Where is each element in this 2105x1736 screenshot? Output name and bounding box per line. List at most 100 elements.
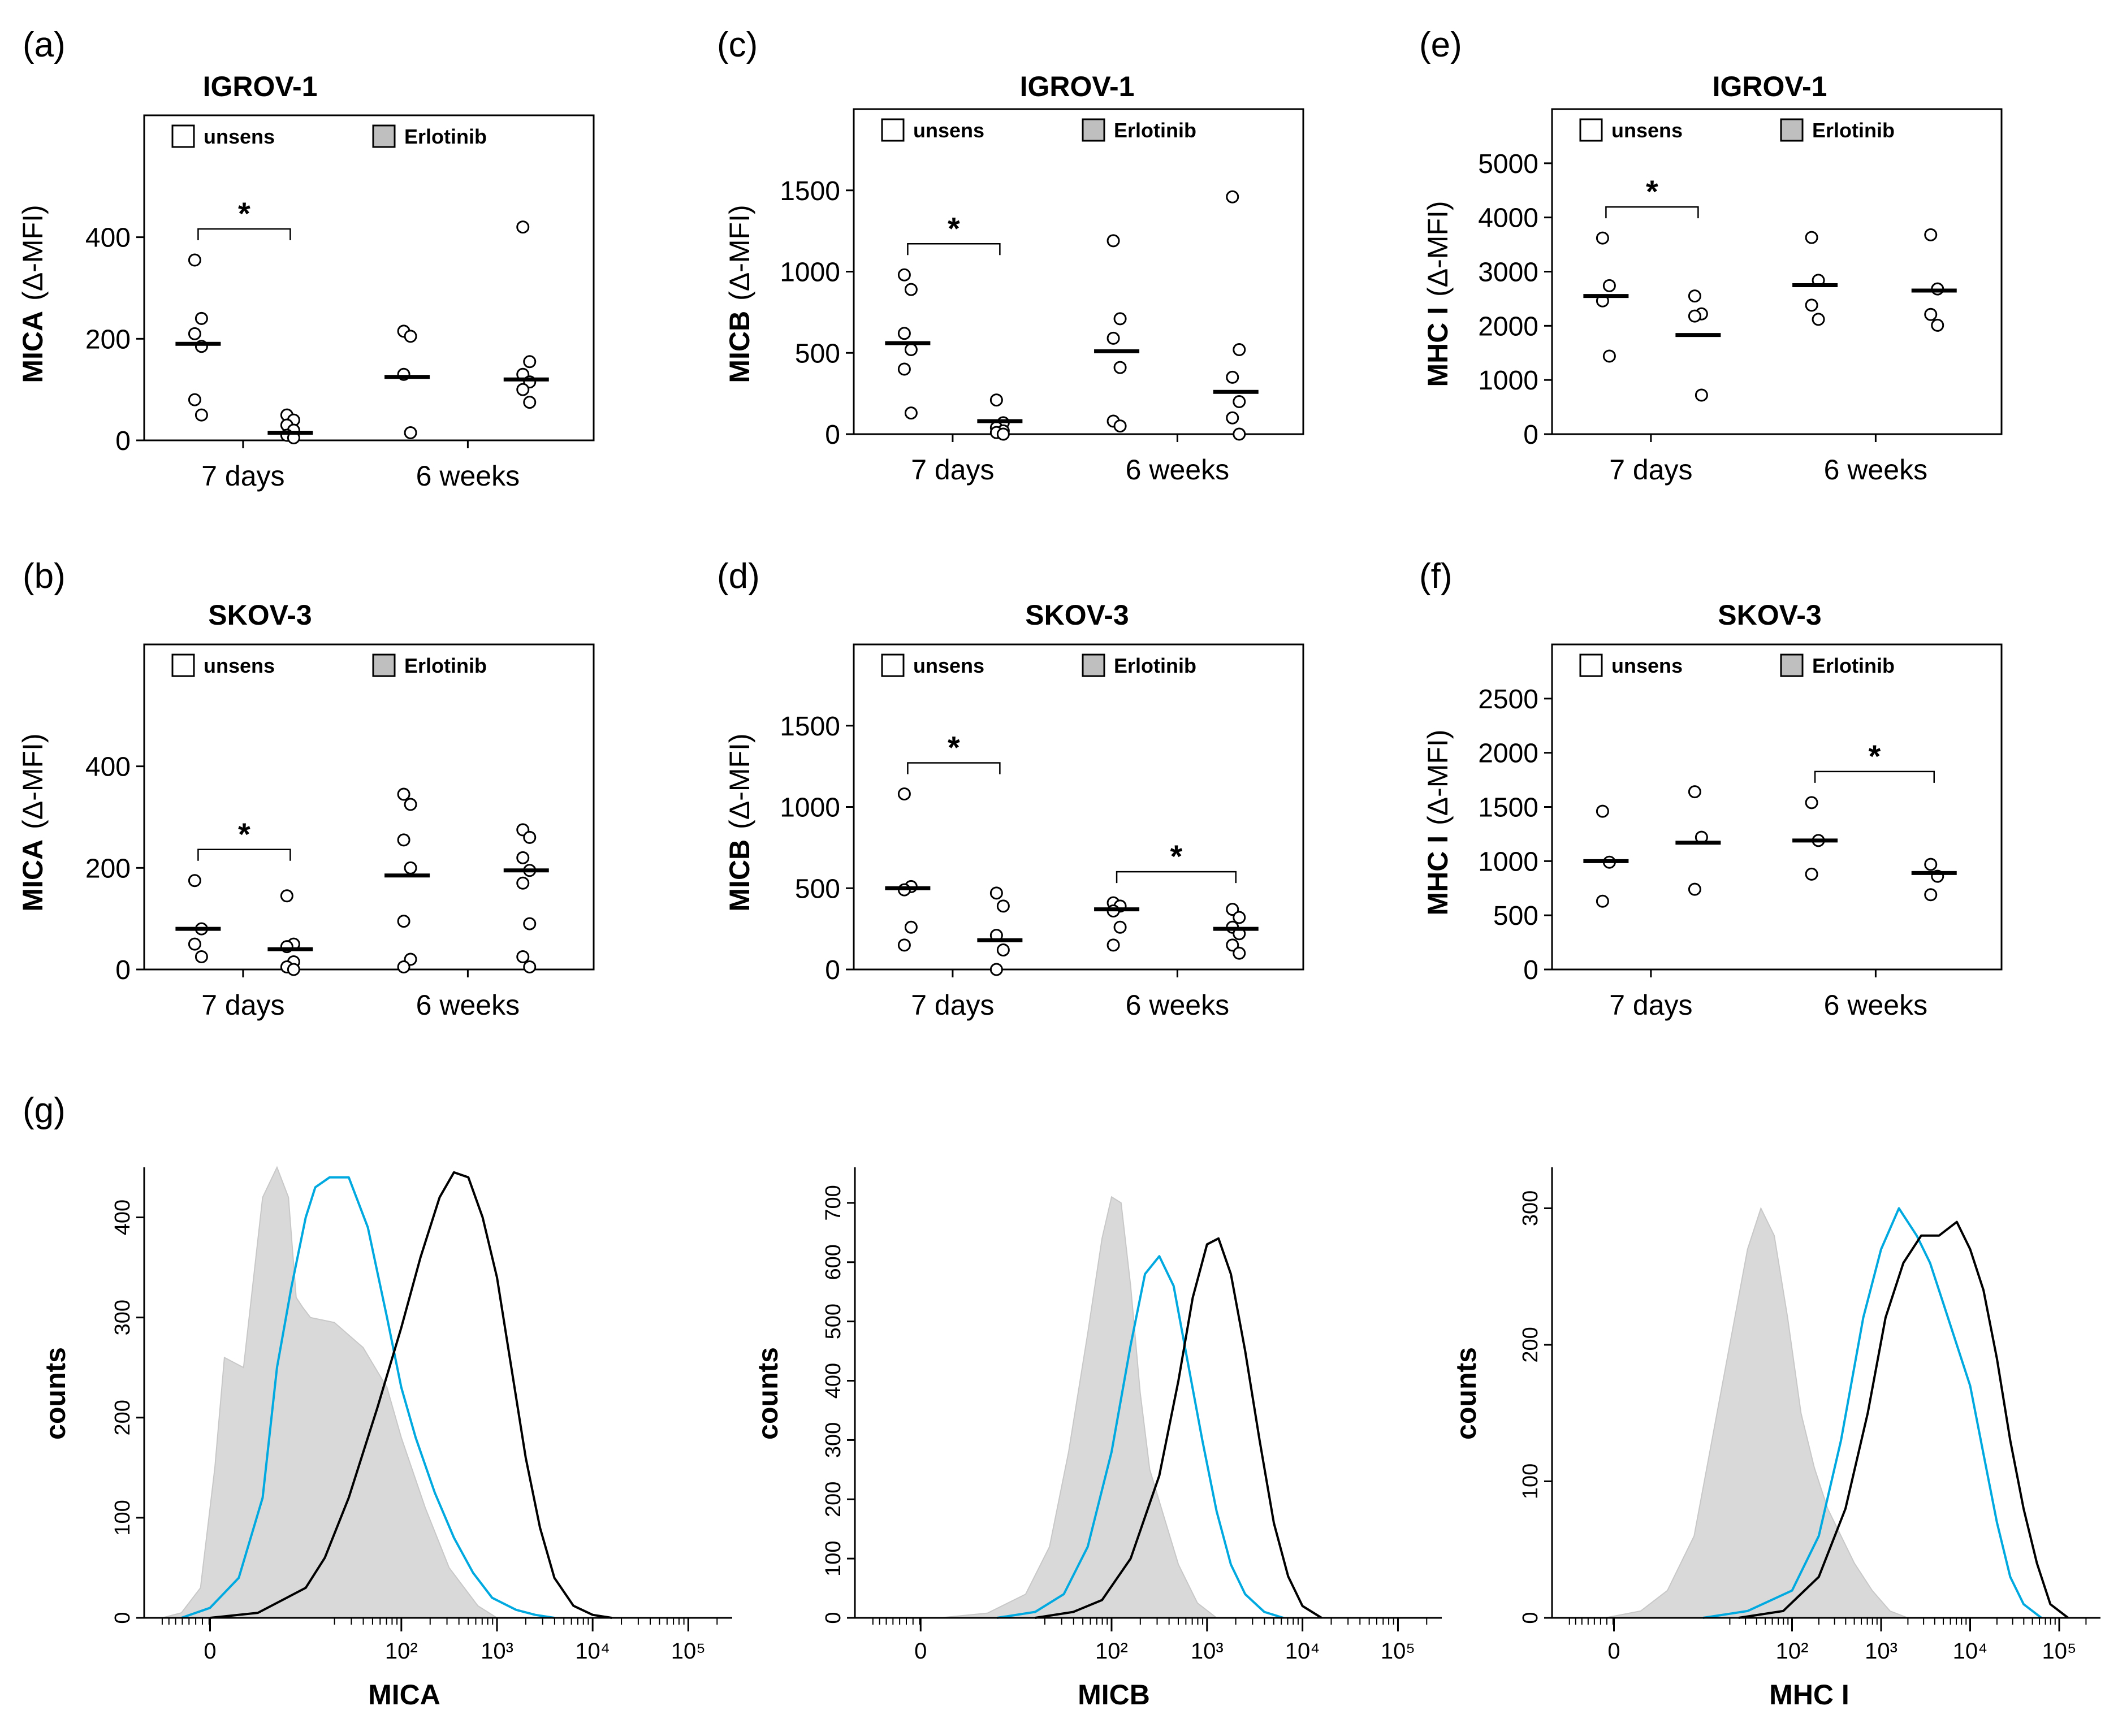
y-tick-label: 2000 xyxy=(1478,739,1538,769)
data-point xyxy=(1602,349,1616,363)
x-tick-label: 10² xyxy=(1095,1639,1128,1664)
x-tick-label: 10² xyxy=(385,1639,418,1664)
x-axis-label: MICA xyxy=(368,1679,440,1711)
data-point xyxy=(1233,911,1246,924)
data-point xyxy=(1226,938,1239,952)
data-point xyxy=(188,393,201,406)
y-tick-label: 200 xyxy=(85,854,131,884)
y-axis-label-main: MHC I xyxy=(1422,835,1454,916)
y-axis-label: MICB (Δ-MFI) xyxy=(724,205,755,383)
data-point xyxy=(989,963,1003,976)
x-tick-label: 10² xyxy=(1776,1639,1809,1664)
data-point xyxy=(397,833,410,847)
x-category-label: 6 weeks xyxy=(1126,454,1229,486)
histogram-isotype-area xyxy=(940,1196,1218,1618)
x-category-label: 6 weeks xyxy=(416,989,520,1021)
histogram-isotype-area xyxy=(162,1166,499,1618)
data-point xyxy=(194,408,208,422)
data-point xyxy=(1226,190,1239,204)
x-category-label: 7 days xyxy=(1609,989,1692,1021)
data-point xyxy=(404,426,417,440)
legend-label-unsens: unsens xyxy=(1611,654,1683,677)
histogram-erlotinib-line xyxy=(997,1255,1284,1619)
x-tick-label: 10³ xyxy=(1865,1639,1897,1664)
y-tick-label: 0 xyxy=(825,420,840,450)
data-point xyxy=(1688,785,1701,799)
dot-plot-panel: (d) SKOV-3 MICB (Δ-MFI) 0 500 1000 1500 7 days 6 … xyxy=(717,557,1304,1021)
y-axis-label: MICA (Δ-MFI) xyxy=(17,205,49,383)
y-axis-label: MICA (Δ-MFI) xyxy=(17,733,49,911)
y-tick-label: 400 xyxy=(822,1363,845,1399)
data-point xyxy=(1596,894,1609,908)
legend-swatch-erlotinib xyxy=(1780,118,1804,142)
y-tick-label: 0 xyxy=(825,955,840,985)
panel-letter: (d) xyxy=(717,557,760,596)
data-point xyxy=(404,798,417,811)
x-tick-label: 10³ xyxy=(1191,1639,1224,1664)
x-axis-label: MHC I xyxy=(1769,1679,1849,1711)
x-tick-label: 10³ xyxy=(481,1639,513,1664)
plot-frame xyxy=(1551,108,2003,435)
data-point xyxy=(1924,888,1938,902)
legend-swatch-erlotinib xyxy=(1780,653,1804,677)
significance-star: * xyxy=(238,196,250,231)
data-point xyxy=(989,886,1003,900)
panel-title: SKOV-3 xyxy=(208,599,312,631)
data-point xyxy=(897,938,911,952)
data-point xyxy=(188,874,201,888)
y-tick-label: 1000 xyxy=(1478,366,1538,396)
legend-swatch-erlotinib xyxy=(372,124,396,148)
y-tick-label: 0 xyxy=(1523,955,1538,985)
legend-label-erlotinib: Erlotinib xyxy=(1812,119,1895,142)
significance-bracket xyxy=(907,243,1001,256)
panel-letter: (a) xyxy=(23,25,66,64)
x-category-label: 7 days xyxy=(201,460,284,492)
significance-star: * xyxy=(1869,738,1881,774)
data-point xyxy=(516,876,530,890)
y-tick-label: 0 xyxy=(115,426,131,456)
data-point xyxy=(989,393,1003,407)
panel-letter: (g) xyxy=(23,1091,66,1130)
data-point xyxy=(1113,361,1127,374)
data-point xyxy=(397,960,410,974)
data-point xyxy=(1688,289,1701,303)
panel-title: IGROV-1 xyxy=(203,71,318,102)
x-tick-label: 10⁵ xyxy=(671,1639,706,1664)
legend-label-unsens: unsens xyxy=(913,119,984,142)
data-point xyxy=(1233,946,1246,960)
significance-bracket xyxy=(1814,770,1935,783)
y-tick-label: 3000 xyxy=(1478,258,1538,288)
data-point xyxy=(516,851,530,864)
data-point xyxy=(904,343,918,356)
x-tick-label: 0 xyxy=(914,1639,927,1664)
legend-swatch-unsens xyxy=(1579,653,1603,677)
y-tick-label: 500 xyxy=(822,1304,845,1339)
y-tick-label: 100 xyxy=(111,1500,135,1535)
dot-plot-panel: (c) IGROV-1 MICB (Δ-MFI) 0 500 1000 1500 7 days 6… xyxy=(717,25,1304,486)
data-point xyxy=(397,915,410,928)
y-tick-label: 0 xyxy=(115,955,131,985)
x-category-label: 7 days xyxy=(201,989,284,1021)
x-category-label: 7 days xyxy=(911,989,994,1021)
y-axis-label-unit: (Δ-MFI) xyxy=(724,733,755,829)
plot-frame xyxy=(853,108,1304,435)
y-tick-label: 100 xyxy=(1519,1464,1542,1499)
panel-letter: (f) xyxy=(1419,557,1453,596)
y-axis-label: MHC I (Δ-MFI) xyxy=(1422,729,1454,915)
dot-plot-panel: (e) IGROV-1 MHC I (Δ-MFI) 0 1000 2000 3000 4000 5… xyxy=(1419,25,2003,486)
x-tick-label: 10⁴ xyxy=(575,1639,610,1664)
data-point xyxy=(404,330,417,343)
panel-letter: (e) xyxy=(1419,25,1462,64)
data-point xyxy=(1602,279,1616,292)
y-axis-label-main: MICA xyxy=(17,311,49,383)
legend-label-erlotinib: Erlotinib xyxy=(404,125,487,148)
histogram-unsens-line xyxy=(1738,1220,2069,1619)
significance-star: * xyxy=(1646,174,1658,209)
data-point xyxy=(404,861,417,875)
panel-title: SKOV-3 xyxy=(1718,599,1821,631)
data-point xyxy=(523,960,537,974)
legend-swatch-unsens xyxy=(171,124,195,148)
data-point xyxy=(1596,804,1609,818)
data-point xyxy=(1226,411,1239,425)
data-point xyxy=(397,787,410,801)
